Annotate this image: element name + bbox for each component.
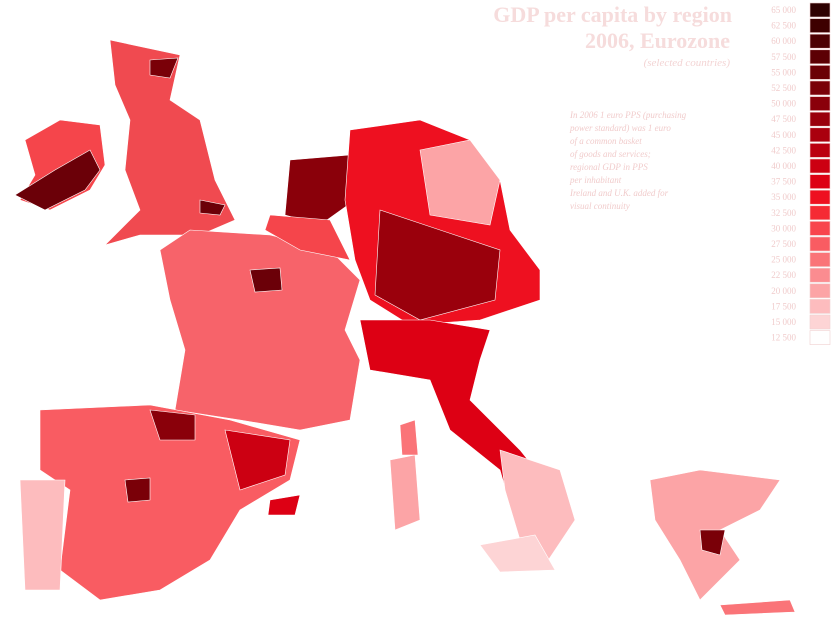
legend-swatch (809, 158, 831, 174)
madrid (124, 477, 151, 503)
legend-label: 65 000 (771, 5, 796, 15)
legend-label: 15 000 (771, 317, 796, 327)
legend-label: 37 500 (771, 177, 796, 187)
legend-swatch (809, 314, 831, 330)
legend-label: 55 000 (771, 67, 796, 77)
legend-swatch (809, 330, 831, 345)
legend-swatch (809, 283, 831, 299)
basque (149, 409, 196, 441)
legend-swatch (809, 65, 831, 80)
legend-swatch (809, 299, 831, 314)
note-line: of a common basket (570, 136, 642, 146)
legend-label: 62 500 (771, 21, 796, 31)
east-germany (419, 139, 501, 226)
legend-label: 32 500 (771, 208, 796, 218)
netherlands (284, 154, 356, 226)
legend-label: 40 000 (771, 161, 796, 171)
legend: 65 000 62 500 60 000 57 500 55 000 52 500 50 0… (771, 2, 831, 345)
legend-swatch (809, 143, 831, 158)
legend-swatch (809, 189, 831, 205)
legend-swatch (809, 80, 831, 96)
crete (719, 599, 796, 616)
paris (249, 267, 283, 293)
note-line: per inhabitant (569, 175, 622, 185)
note: In 2006 1 euro PPS (purchasing power stan… (569, 110, 687, 211)
legend-label: 50 000 (771, 99, 796, 109)
sardinia (389, 454, 421, 531)
sicily (479, 534, 556, 573)
legend-swatch (809, 205, 831, 221)
title: 2006, Eurozone (585, 28, 730, 53)
legend-label: 25 000 (771, 255, 796, 265)
legend-swatch (809, 267, 831, 283)
legend-swatch (809, 111, 831, 127)
legend-swatch (809, 174, 831, 189)
map-regions (14, 39, 796, 616)
legend-label: 57 500 (771, 52, 796, 62)
legend-label: 45 000 (771, 130, 796, 140)
ireland-east (14, 149, 101, 211)
legend-swatch (809, 221, 831, 236)
legend-label: 27 500 (771, 239, 796, 249)
legend-label: 52 500 (771, 83, 796, 93)
legend-swatch (809, 236, 831, 252)
note-line: Ireland and U.K. added for (569, 188, 669, 198)
note-line: of goods and services; (570, 149, 651, 159)
legend-swatch (809, 127, 831, 143)
balearic (267, 494, 301, 516)
note-line: power standard) was 1 euro (569, 123, 671, 133)
catalonia (224, 429, 291, 491)
legend-label: 30 000 (771, 223, 796, 233)
legend-label: 20 000 (771, 286, 796, 296)
legend-label: 22 500 (771, 270, 796, 280)
london (199, 199, 226, 216)
corsica (399, 419, 419, 456)
legend-label: 35 000 (771, 192, 796, 202)
note-line: regional GDP in PPS (570, 162, 648, 172)
portugal (19, 479, 66, 591)
france (159, 229, 361, 431)
legend-swatch (809, 2, 831, 18)
great-britain (103, 39, 236, 246)
legend-label: 17 500 (771, 301, 796, 311)
attica (699, 529, 726, 556)
subtitle: (selected countries) (644, 57, 731, 69)
legend-swatch (809, 33, 831, 49)
legend-label: 60 000 (771, 36, 796, 46)
legend-swatch (809, 49, 831, 65)
legend-swatch (809, 18, 831, 33)
bavaria (374, 209, 501, 321)
legend-label: 47 500 (771, 114, 796, 124)
scotland-ne (149, 57, 179, 79)
belgium (264, 214, 351, 261)
note-line: visual continuity (570, 201, 630, 211)
title: GDP per capita by region (493, 2, 732, 27)
legend-swatch (809, 96, 831, 111)
legend-label: 12 500 (771, 333, 796, 343)
legend-label: 42 500 (771, 145, 796, 155)
legend-swatch (809, 252, 831, 267)
note-line: In 2006 1 euro PPS (purchasing (569, 110, 687, 120)
